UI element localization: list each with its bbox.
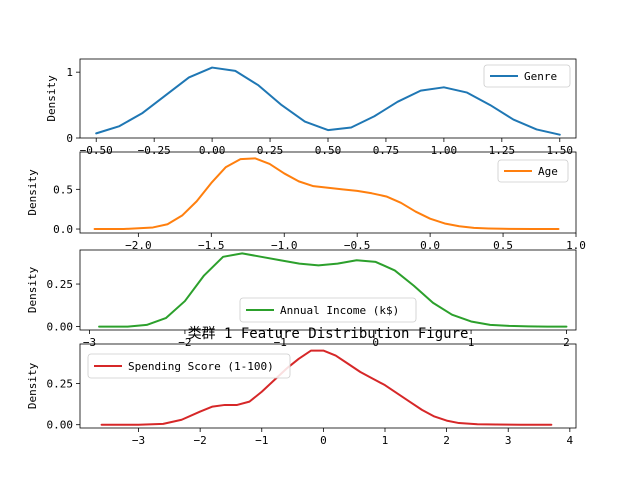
x-tick-label: −0.50 xyxy=(80,144,113,157)
y-axis-label: Density xyxy=(26,362,39,409)
x-tick-label: −0.25 xyxy=(138,144,171,157)
legend-box xyxy=(87,353,291,379)
subplots: −0.50 −0.25 0.00 0.25 0.50 0.75 1.00 1.25 1.5001… xyxy=(26,58,586,447)
x-tick-label: −2 xyxy=(194,434,207,447)
x-tick-label: −2.0 xyxy=(125,239,152,252)
subplot-1: −0.50 −0.25 0.00 0.25 0.50 0.75 1.00 1.25 1.50 0 1… xyxy=(45,58,577,157)
legend-box xyxy=(497,159,569,183)
y-tick-label: 0 xyxy=(66,132,73,145)
legend-label: Spending Score (1-100) xyxy=(128,360,274,373)
axes-frame xyxy=(79,343,577,429)
y-axis-label: Density xyxy=(26,266,39,313)
x-tick-label: 1 xyxy=(382,434,389,447)
x-tick-label: −1.0 xyxy=(271,239,298,252)
axes-frame xyxy=(79,249,577,331)
x-tick-label: 1.25 xyxy=(489,144,516,157)
x-tick-label: 0.00 xyxy=(199,144,226,157)
x-tick-label: −1 xyxy=(255,434,268,447)
x-tick-label: 2 xyxy=(563,336,570,349)
x-tick-label: 0.0 xyxy=(420,239,440,252)
subplot-4: −3 −2 −1 0 1 2 3 4 0.00 0.25 Density Spending Score… xyxy=(26,343,577,447)
y-tick-label: 0.00 xyxy=(47,419,74,432)
x-tick-label: −3 xyxy=(83,336,96,349)
x-tick-label: −2 xyxy=(178,336,191,349)
subplot-2: −2.0 −1.5 −1.0 −0.5 0.0 0.5 1.0 0.0 0.5 Density Ag… xyxy=(26,151,586,252)
legend: Genre xyxy=(483,64,571,88)
legend-label: Genre xyxy=(524,70,557,83)
figure-title: 类群 1 Feature Distribution Figure xyxy=(188,326,469,342)
series-line xyxy=(98,252,568,328)
y-tick-label: 0.0 xyxy=(53,223,73,236)
y-axis-label: Density xyxy=(45,75,58,122)
legend-label: Age xyxy=(538,165,558,178)
legend: Age xyxy=(497,159,569,183)
axes-frame xyxy=(79,151,577,234)
x-tick-label: 1.0 xyxy=(566,239,586,252)
series-line xyxy=(93,157,560,231)
y-axis-label: Density xyxy=(26,169,39,216)
series-line xyxy=(100,349,553,426)
legend-box xyxy=(239,297,417,323)
y-tick-label: 0.25 xyxy=(47,378,74,391)
x-tick-label: 0.25 xyxy=(257,144,284,157)
x-tick-label: 0 xyxy=(372,336,379,349)
legend: Annual Income (k$) xyxy=(239,297,417,323)
x-tick-label: 1.00 xyxy=(431,144,458,157)
x-tick-label: −1 xyxy=(274,336,287,349)
x-tick-label: −1.5 xyxy=(198,239,225,252)
legend-label: Annual Income (k$) xyxy=(280,304,399,317)
x-tick-label: −0.5 xyxy=(344,239,371,252)
subplot-3: −3 −2 −1 0 1 2 0.00 0.25 Density Annual Income (k… xyxy=(26,249,577,349)
y-tick-label: 0.5 xyxy=(53,183,73,196)
x-tick-label: 0.5 xyxy=(493,239,513,252)
y-tick-label: 0.00 xyxy=(47,321,74,334)
legend: Spending Score (1-100) xyxy=(87,353,291,379)
series-line xyxy=(95,66,561,136)
x-tick-label: 0.50 xyxy=(315,144,342,157)
x-tick-label: 0.75 xyxy=(373,144,400,157)
x-tick-label: 2 xyxy=(443,434,450,447)
y-tick-label: 0.25 xyxy=(47,278,74,291)
y-tick-label: 1 xyxy=(66,66,73,79)
x-tick-label: 1.50 xyxy=(547,144,574,157)
x-tick-label: 3 xyxy=(505,434,512,447)
x-tick-label: −3 xyxy=(132,434,145,447)
x-tick-label: 0 xyxy=(320,434,327,447)
legend-box xyxy=(483,64,571,88)
x-tick-label: 4 xyxy=(567,434,574,447)
x-tick-label: 1 xyxy=(468,336,475,349)
